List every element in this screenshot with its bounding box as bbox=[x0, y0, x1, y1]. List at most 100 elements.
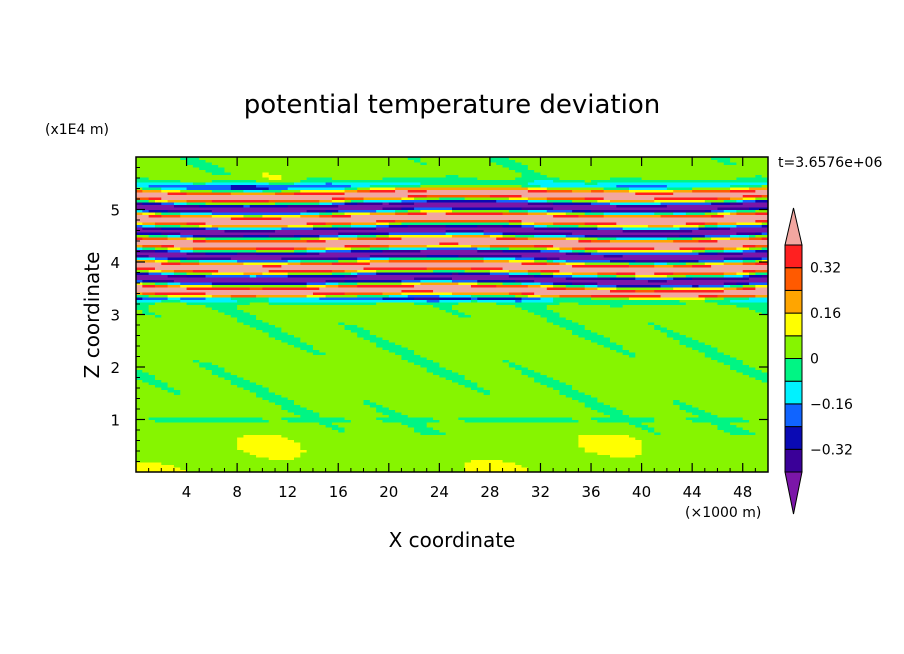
contour-cell bbox=[136, 177, 150, 180]
contour-cell bbox=[161, 227, 207, 230]
contour-cell bbox=[591, 417, 655, 420]
contour-cell bbox=[136, 384, 156, 388]
contour-cell bbox=[357, 334, 377, 338]
contour-cell bbox=[717, 159, 731, 163]
contour-cell bbox=[136, 357, 402, 360]
colorbar-swatch bbox=[784, 380, 803, 405]
contour-cell bbox=[572, 332, 598, 335]
contour-cell bbox=[692, 277, 750, 280]
contour-cell bbox=[730, 299, 769, 303]
contour-cell bbox=[572, 209, 592, 213]
contour-cell bbox=[388, 257, 485, 260]
contour-cell bbox=[325, 352, 396, 355]
contour-cell bbox=[647, 279, 668, 283]
contour-cell bbox=[736, 177, 769, 180]
contour-cell bbox=[660, 284, 693, 288]
contour-cell bbox=[287, 332, 358, 335]
contour-cell bbox=[363, 337, 383, 340]
contour-cell bbox=[281, 417, 346, 420]
contour-cell bbox=[477, 389, 491, 393]
contour-cell bbox=[256, 392, 276, 395]
contour-cell bbox=[483, 232, 504, 235]
contour-cell bbox=[597, 282, 725, 285]
contour-cell bbox=[496, 237, 516, 240]
y-tick-label: 1 bbox=[110, 412, 120, 430]
contour-cell bbox=[565, 327, 586, 330]
contour-cell bbox=[502, 282, 523, 285]
contour-cell bbox=[692, 229, 769, 233]
contour-cell bbox=[376, 272, 453, 275]
contour-cell bbox=[553, 207, 718, 210]
contour-cell bbox=[717, 224, 737, 228]
contour-cell bbox=[136, 224, 143, 228]
contour-cell bbox=[154, 284, 169, 288]
contour-cell bbox=[679, 332, 769, 335]
contour-cell bbox=[136, 372, 150, 375]
contour-cell bbox=[363, 199, 402, 203]
contour-cell bbox=[628, 422, 643, 425]
contour-cell bbox=[205, 237, 301, 240]
contour-cell bbox=[673, 264, 693, 268]
contour-cell bbox=[211, 272, 244, 275]
contour-cell bbox=[256, 394, 282, 398]
x-tick-label: 32 bbox=[531, 483, 550, 501]
contour-cell bbox=[603, 187, 630, 190]
contour-cell bbox=[761, 194, 769, 198]
contour-cell bbox=[401, 207, 415, 210]
contour-cell bbox=[331, 197, 346, 200]
contour-cell bbox=[173, 272, 188, 275]
contour-cell bbox=[666, 204, 769, 208]
contour-cell bbox=[470, 387, 485, 390]
contour-cell bbox=[559, 324, 586, 328]
contour-cell bbox=[565, 212, 586, 215]
contour-cell bbox=[300, 189, 346, 193]
contour-cell bbox=[591, 339, 611, 343]
contour-cell bbox=[761, 237, 769, 240]
contour-cell bbox=[331, 262, 371, 265]
contour-cell bbox=[211, 179, 257, 183]
contour-cell bbox=[357, 269, 377, 273]
contour-cell bbox=[325, 284, 339, 288]
contour-cell bbox=[483, 229, 624, 233]
contour-cell bbox=[344, 429, 415, 433]
contour-cell bbox=[136, 162, 188, 165]
contour-cell bbox=[553, 322, 579, 325]
contour-cell bbox=[572, 384, 769, 388]
contour-cell bbox=[136, 209, 143, 213]
x-tick-label: 48 bbox=[733, 483, 752, 501]
contour-cell bbox=[256, 249, 295, 253]
contour-cell bbox=[584, 337, 611, 340]
contour-cell bbox=[287, 409, 314, 413]
contour-cell bbox=[426, 199, 497, 203]
contour-cell bbox=[439, 197, 466, 200]
contour-cell bbox=[742, 259, 756, 263]
contour-cell bbox=[136, 402, 276, 405]
contour-cell bbox=[742, 287, 756, 290]
contour-cell bbox=[546, 224, 579, 228]
contour-cell bbox=[382, 412, 402, 415]
contour-cell bbox=[654, 417, 687, 420]
contour-cell bbox=[515, 299, 523, 303]
contour-cell bbox=[597, 234, 681, 238]
contour-cell bbox=[717, 424, 737, 428]
contour-cell bbox=[211, 362, 415, 365]
contour-cell bbox=[256, 327, 282, 330]
contour-cell bbox=[723, 249, 744, 253]
contour-cell bbox=[268, 199, 320, 203]
contour-cell bbox=[616, 184, 668, 188]
contour-cell bbox=[325, 279, 346, 283]
contour-cell bbox=[167, 199, 188, 203]
contour-cell bbox=[591, 239, 611, 243]
contour-cell bbox=[312, 224, 333, 228]
colorbar-tick-label: −0.16 bbox=[810, 397, 853, 413]
contour-cell bbox=[742, 269, 756, 273]
contour-cell bbox=[742, 197, 756, 200]
contour-cell bbox=[565, 252, 579, 255]
contour-cell bbox=[736, 232, 756, 235]
contour-cell bbox=[230, 294, 257, 298]
colorbar-tick-label: 0.32 bbox=[810, 261, 841, 277]
contour-cell bbox=[698, 227, 718, 230]
contour-cell bbox=[211, 199, 270, 203]
contour-cell bbox=[439, 307, 453, 310]
contour-cell bbox=[572, 232, 737, 235]
